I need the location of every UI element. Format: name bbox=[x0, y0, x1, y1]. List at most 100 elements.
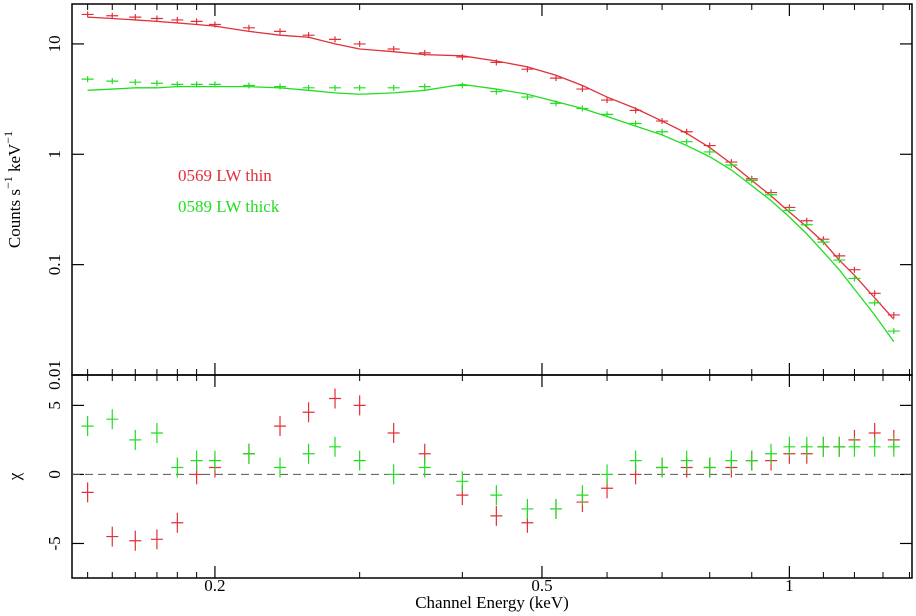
data-point bbox=[848, 266, 861, 273]
data-point bbox=[353, 450, 366, 471]
y-axis-label-part: χ bbox=[5, 472, 24, 481]
data-point bbox=[887, 328, 900, 335]
data-point bbox=[387, 464, 400, 485]
data-point bbox=[680, 450, 693, 471]
data-point bbox=[242, 82, 255, 89]
data-point bbox=[387, 84, 400, 91]
data-point bbox=[521, 498, 534, 519]
data-point bbox=[171, 81, 184, 88]
data-point bbox=[418, 83, 431, 90]
data-point bbox=[887, 436, 900, 457]
residual-panel-frame bbox=[71, 374, 913, 579]
data-point bbox=[190, 450, 203, 471]
data-point bbox=[81, 76, 94, 83]
data-point bbox=[817, 436, 830, 457]
data-point bbox=[387, 423, 400, 443]
data-point bbox=[629, 450, 642, 471]
data-point bbox=[150, 15, 163, 22]
data-point bbox=[656, 128, 669, 135]
data-point bbox=[680, 138, 693, 145]
data-point bbox=[601, 464, 614, 485]
data-point bbox=[576, 105, 589, 112]
data-point bbox=[656, 457, 669, 478]
data-point bbox=[302, 443, 315, 464]
data-point bbox=[106, 526, 119, 547]
data-point bbox=[490, 88, 503, 95]
data-point bbox=[629, 107, 642, 114]
data-point bbox=[703, 142, 716, 149]
y-tick-label: 0.1 bbox=[45, 254, 64, 275]
data-point bbox=[274, 416, 287, 437]
data-point bbox=[601, 97, 614, 104]
y-axis-label: Counts s−1 keV−1 bbox=[1, 131, 24, 248]
data-point bbox=[274, 457, 287, 478]
data-point bbox=[680, 128, 693, 135]
data-point bbox=[329, 436, 342, 457]
data-point bbox=[765, 443, 778, 464]
data-point bbox=[576, 485, 589, 506]
data-point bbox=[745, 177, 758, 184]
data-point bbox=[171, 16, 184, 23]
data-point bbox=[353, 40, 366, 47]
data-point bbox=[150, 529, 163, 550]
legend-label: 0589 LW thick bbox=[178, 197, 280, 216]
data-point bbox=[725, 450, 738, 471]
y-axis-label-part: keV bbox=[5, 143, 24, 176]
data-point bbox=[171, 457, 184, 478]
y-tick-label: 1 bbox=[45, 150, 64, 159]
top-panel-frame bbox=[71, 3, 913, 376]
data-point bbox=[208, 21, 221, 28]
y-axis-label-exponent: −1 bbox=[1, 176, 15, 189]
data-point bbox=[783, 436, 796, 457]
data-point bbox=[353, 84, 366, 91]
data-point bbox=[456, 471, 469, 492]
data-point bbox=[274, 28, 287, 35]
data-point bbox=[521, 66, 534, 73]
data-point bbox=[868, 290, 881, 297]
data-point bbox=[549, 100, 562, 107]
data-point bbox=[106, 78, 119, 85]
data-point bbox=[783, 207, 796, 214]
data-point bbox=[81, 416, 94, 437]
legend-label: 0569 LW thin bbox=[178, 166, 272, 185]
y-axis-label: χ bbox=[5, 472, 24, 481]
data-point bbox=[833, 436, 846, 457]
data-point bbox=[242, 24, 255, 31]
y-tick-label: 5 bbox=[45, 401, 64, 410]
y-tick-label: 10 bbox=[45, 35, 64, 52]
data-point bbox=[800, 221, 813, 228]
data-point bbox=[302, 402, 315, 423]
data-point bbox=[833, 257, 846, 264]
data-point bbox=[490, 505, 503, 526]
data-point bbox=[456, 54, 469, 61]
data-point bbox=[387, 45, 400, 52]
data-point bbox=[490, 485, 503, 506]
data-point bbox=[549, 498, 562, 519]
data-point bbox=[329, 388, 342, 409]
data-point bbox=[848, 436, 861, 457]
y-axis-label-part: Counts s bbox=[5, 189, 24, 248]
data-point bbox=[329, 36, 342, 43]
data-point bbox=[601, 111, 614, 118]
data-point bbox=[800, 436, 813, 457]
data-point bbox=[190, 18, 203, 25]
y-axis-label-exponent: −1 bbox=[1, 131, 15, 144]
data-point bbox=[190, 81, 203, 88]
data-point bbox=[745, 450, 758, 471]
data-point bbox=[868, 436, 881, 457]
x-axis-label: Channel Energy (keV) bbox=[415, 593, 569, 612]
data-point bbox=[274, 83, 287, 90]
data-point bbox=[129, 14, 142, 21]
data-point bbox=[81, 11, 94, 18]
data-point bbox=[418, 49, 431, 56]
data-point bbox=[106, 12, 119, 19]
data-point bbox=[150, 423, 163, 443]
data-point bbox=[302, 84, 315, 91]
model-line bbox=[87, 16, 895, 320]
data-point bbox=[629, 120, 642, 127]
data-point bbox=[703, 148, 716, 155]
data-point bbox=[353, 395, 366, 416]
data-point bbox=[703, 457, 716, 478]
data-point bbox=[725, 161, 738, 168]
